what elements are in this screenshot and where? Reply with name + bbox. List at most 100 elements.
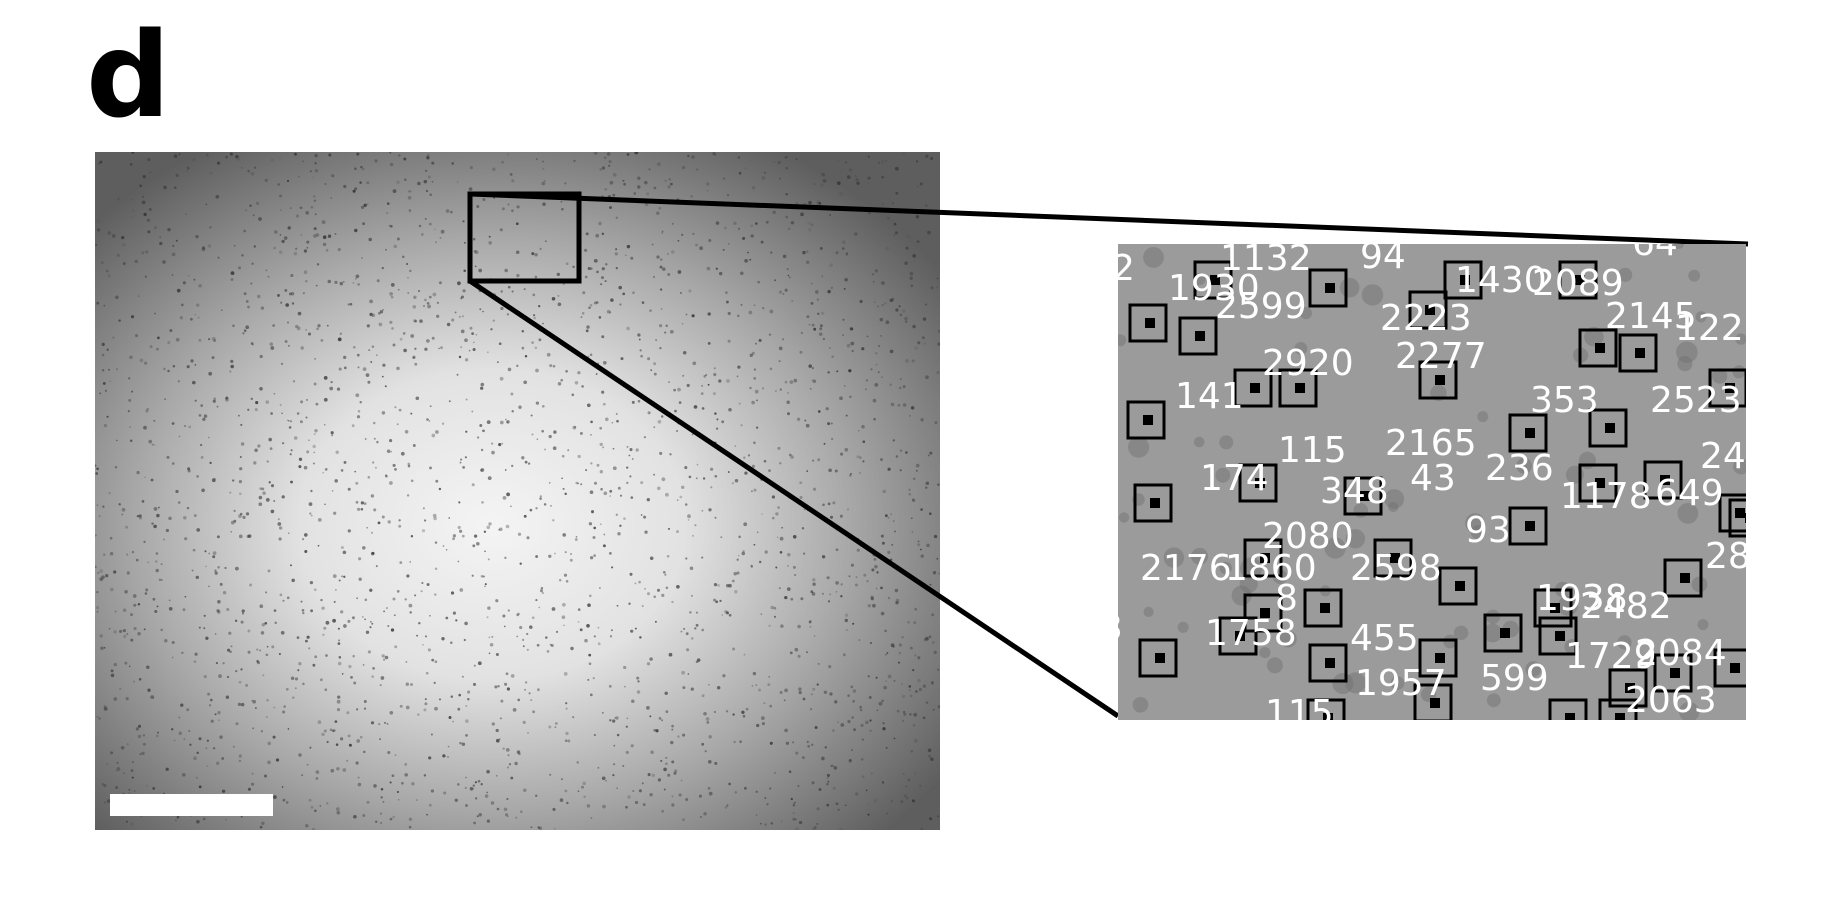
speckle [658, 717, 662, 720]
speckle [919, 182, 923, 186]
speckle [384, 721, 386, 724]
speckle [482, 197, 486, 202]
speckle [458, 501, 461, 504]
speckle [497, 684, 500, 688]
particle-id-label: 93 [1465, 510, 1511, 551]
speckle [753, 488, 757, 492]
speckle [97, 571, 100, 574]
detected-particle [1210, 275, 1220, 285]
speckle [866, 579, 869, 583]
speckle [389, 152, 392, 154]
speckle [657, 162, 661, 166]
background-particle [1483, 623, 1503, 643]
speckle [396, 366, 400, 371]
speckle [857, 187, 860, 190]
speckle [839, 514, 843, 518]
background-particle [1300, 307, 1312, 320]
speckle [353, 681, 357, 685]
speckle [701, 509, 704, 512]
speckle [195, 575, 199, 580]
background-particle [1143, 247, 1164, 268]
speckle [101, 342, 105, 346]
speckle [627, 795, 631, 799]
speckle [577, 621, 580, 623]
speckle [407, 462, 411, 466]
speckle [469, 165, 474, 170]
speckle [634, 627, 637, 630]
speckle [736, 571, 740, 575]
speckle [930, 757, 934, 761]
speckle [488, 652, 491, 655]
speckle [590, 267, 593, 270]
background-particle [1324, 537, 1346, 559]
speckle [256, 661, 261, 665]
speckle [731, 482, 734, 485]
speckle [233, 509, 236, 513]
speckle [462, 289, 466, 293]
speckle [392, 463, 396, 467]
speckle [362, 367, 367, 371]
speckle [887, 674, 892, 679]
speckle [330, 768, 335, 773]
speckle [852, 622, 855, 625]
speckle [408, 603, 413, 608]
speckle [912, 477, 916, 481]
particle-id-label: 2523 [1650, 380, 1742, 421]
speckle [277, 293, 280, 297]
speckle [715, 427, 719, 430]
speckle [426, 302, 430, 305]
speckle [454, 798, 458, 802]
speckle [171, 656, 174, 659]
speckle [649, 556, 654, 560]
speckle [894, 588, 899, 593]
speckle [499, 420, 504, 425]
speckle [885, 246, 889, 251]
speckle [260, 730, 264, 733]
speckle [615, 716, 619, 720]
speckle [257, 444, 261, 448]
speckle [512, 708, 517, 712]
speckle [727, 471, 730, 473]
speckle [203, 614, 206, 617]
particle-id-label: 2080 [1262, 516, 1354, 557]
speckle [323, 397, 328, 402]
speckle [846, 629, 848, 631]
speckle [878, 161, 880, 164]
speckle [467, 698, 470, 701]
speckle [536, 438, 539, 441]
speckle [184, 537, 188, 541]
speckle [397, 798, 400, 801]
speckle [733, 571, 737, 576]
connector-line-bottom [468, 278, 1120, 719]
speckle [210, 719, 214, 723]
speckle [797, 624, 801, 629]
speckle [596, 270, 599, 274]
speckle [686, 383, 690, 388]
particle-id-label: 3 [1100, 608, 1123, 649]
speckle [131, 390, 134, 393]
speckle [738, 171, 742, 175]
speckle [701, 556, 704, 559]
background-particle [1345, 529, 1366, 549]
speckle [379, 812, 383, 815]
speckle [934, 421, 938, 424]
speckle [685, 557, 688, 560]
speckle [173, 739, 176, 742]
speckle [190, 317, 193, 321]
speckle [317, 518, 322, 522]
speckle [548, 434, 552, 439]
speckle [498, 443, 502, 447]
speckle [653, 186, 657, 190]
speckle [722, 177, 726, 180]
speckle [936, 557, 939, 560]
speckle [589, 594, 592, 598]
speckle [373, 784, 377, 788]
speckle [152, 786, 156, 790]
speckle [478, 268, 483, 273]
speckle [114, 610, 117, 613]
speckle [713, 598, 717, 602]
speckle [286, 596, 290, 600]
scale-bar [110, 794, 273, 816]
speckle [765, 220, 769, 224]
speckle [908, 685, 912, 688]
